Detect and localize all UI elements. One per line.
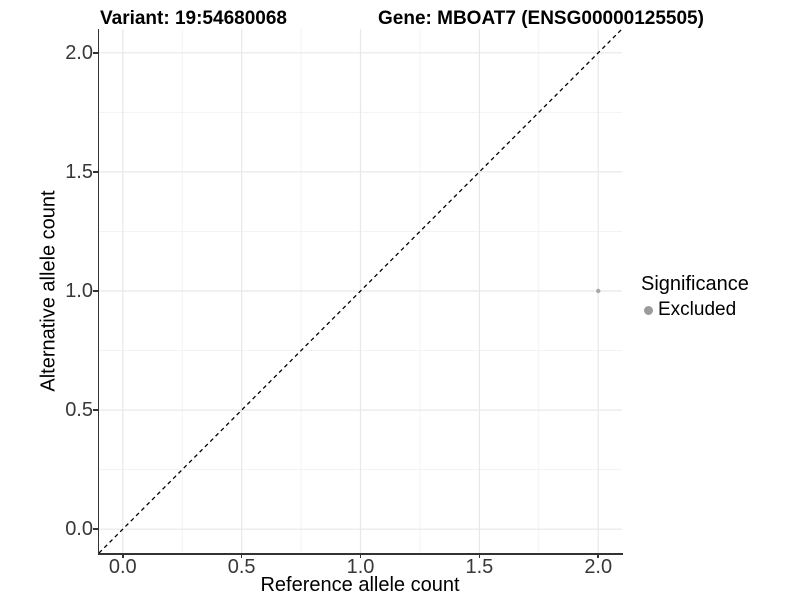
x-axis-title: Reference allele count bbox=[260, 574, 460, 596]
identity-reference-line bbox=[98, 28, 623, 554]
x-tick-mark bbox=[478, 553, 481, 558]
legend: Significance Excluded bbox=[641, 273, 749, 321]
x-tick-mark bbox=[122, 553, 124, 558]
legend-item-label: Excluded bbox=[658, 299, 737, 320]
plot-panel bbox=[98, 28, 623, 554]
plot-panel-canvas bbox=[98, 28, 623, 554]
y-axis-title: Alternative allele count bbox=[37, 190, 60, 392]
legend-title: Significance bbox=[641, 273, 749, 295]
y-tick-mark bbox=[92, 528, 98, 530]
x-tick-label: 0.5 bbox=[227, 556, 256, 578]
data-point bbox=[596, 288, 601, 294]
x-tick-label: 2.0 bbox=[584, 556, 613, 578]
y-tick-label: 2.0 bbox=[65, 41, 93, 64]
y-axis-line bbox=[97, 29, 99, 555]
x-tick-mark bbox=[597, 553, 599, 558]
legend-key-circle-icon bbox=[644, 305, 653, 315]
x-tick-label: 1.5 bbox=[465, 556, 494, 578]
y-tick-mark bbox=[92, 52, 98, 54]
y-tick-label: 1.5 bbox=[65, 160, 93, 183]
x-tick-mark bbox=[240, 553, 243, 558]
x-tick-label: 0.0 bbox=[108, 556, 137, 578]
plot-title-variant: Variant: 19:54680068 bbox=[100, 8, 287, 29]
y-tick-label: 0.5 bbox=[65, 399, 93, 422]
plot-title-gene: Gene: MBOAT7 (ENSG00000125505) bbox=[378, 8, 704, 29]
y-tick-mark bbox=[92, 290, 98, 292]
y-tick-mark bbox=[92, 171, 98, 173]
y-tick-mark bbox=[92, 409, 98, 411]
y-tick-label: 0.0 bbox=[65, 518, 93, 541]
y-tick-label: 1.0 bbox=[65, 280, 93, 302]
x-tick-mark bbox=[359, 553, 362, 558]
legend-item-excluded: Excluded bbox=[641, 299, 749, 321]
x-tick-label: 1.0 bbox=[346, 556, 375, 578]
